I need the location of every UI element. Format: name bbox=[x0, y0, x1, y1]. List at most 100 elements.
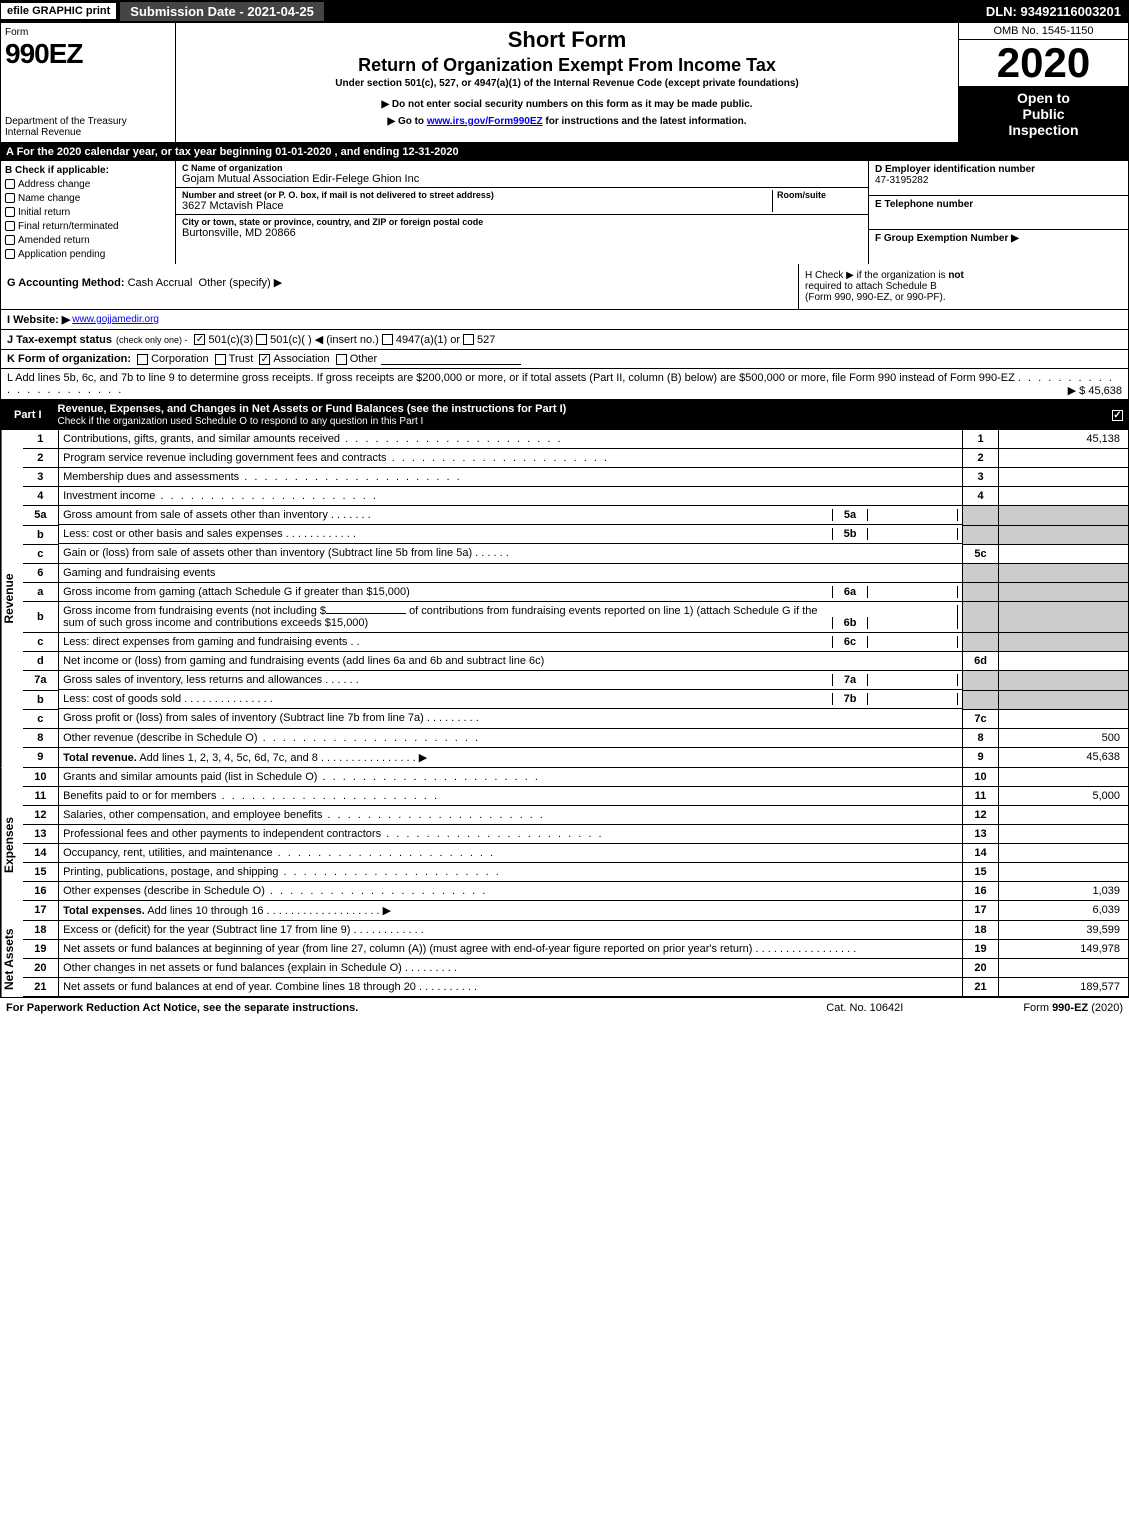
chk-501c[interactable] bbox=[256, 334, 267, 345]
line-7a: 7aGross sales of inventory, less returns… bbox=[23, 671, 1129, 691]
h-not: not bbox=[948, 270, 964, 281]
d-ein-label: D Employer identification number bbox=[875, 164, 1122, 175]
line-17: 17Total expenses. Add lines 10 through 1… bbox=[23, 900, 1129, 920]
chk-application-pending[interactable] bbox=[5, 249, 15, 259]
section-l: L Add lines 5b, 6c, and 7b to line 9 to … bbox=[0, 369, 1129, 400]
tax-year: 2020 bbox=[959, 40, 1128, 86]
section-g: G Accounting Method: Cash Accrual Other … bbox=[1, 264, 798, 309]
part1-label: Part I bbox=[6, 408, 50, 422]
netassets-section: Net Assets 18Excess or (deficit) for the… bbox=[0, 921, 1129, 997]
chk-final-return[interactable] bbox=[5, 221, 15, 231]
l-text: L Add lines 5b, 6c, and 7b to line 9 to … bbox=[7, 372, 1015, 384]
part1-header: Part I Revenue, Expenses, and Changes in… bbox=[0, 400, 1129, 430]
top-bar: efile GRAPHIC print Submission Date - 20… bbox=[0, 0, 1129, 22]
goto-suffix: for instructions and the latest informat… bbox=[543, 116, 747, 127]
line-21: 21Net assets or fund balances at end of … bbox=[23, 977, 1129, 996]
cat-number: Cat. No. 10642I bbox=[826, 1002, 903, 1014]
section-def: D Employer identification number 47-3195… bbox=[868, 161, 1128, 264]
h-text2: if the organization is bbox=[857, 270, 949, 281]
open-line2: Public bbox=[963, 106, 1124, 122]
website-link[interactable]: www.gojjamedir.org bbox=[72, 314, 159, 325]
chk-initial-return[interactable] bbox=[5, 207, 15, 217]
form-header: Form 990EZ Department of the Treasury In… bbox=[0, 22, 1129, 143]
c-addr-value: 3627 Mctavish Place bbox=[182, 200, 772, 212]
paperwork-notice: For Paperwork Reduction Act Notice, see … bbox=[6, 1002, 826, 1014]
line-6: 6Gaming and fundraising events bbox=[23, 563, 1129, 582]
line-1: 1Contributions, gifts, grants, and simil… bbox=[23, 430, 1129, 449]
section-h: H Check ▶ if the organization is not req… bbox=[798, 264, 1128, 309]
chk-trust[interactable] bbox=[215, 354, 226, 365]
chk-corporation[interactable] bbox=[137, 354, 148, 365]
chk-4947[interactable] bbox=[382, 334, 393, 345]
section-k: K Form of organization: Corporation Trus… bbox=[0, 350, 1129, 369]
h-text3: required to attach Schedule B bbox=[805, 281, 937, 292]
g-accrual: Accrual bbox=[156, 277, 193, 289]
form-footer-id: Form 990-EZ (2020) bbox=[1023, 1002, 1123, 1014]
line-2: 2Program service revenue including gover… bbox=[23, 449, 1129, 468]
side-expenses: Expenses bbox=[1, 768, 23, 921]
section-a-tax-year: A For the 2020 calendar year, or tax yea… bbox=[0, 143, 1129, 161]
j-label: J Tax-exempt status bbox=[7, 334, 112, 346]
line-3: 3Membership dues and assessments3 bbox=[23, 468, 1129, 487]
goto-prefix: ▶ Go to bbox=[387, 116, 426, 127]
line-14: 14Occupancy, rent, utilities, and mainte… bbox=[23, 843, 1129, 862]
line-12: 12Salaries, other compensation, and empl… bbox=[23, 805, 1129, 824]
i-label: I Website: ▶ bbox=[7, 313, 70, 326]
line-9: 9Total revenue. Total revenue. Add lines… bbox=[23, 747, 1129, 767]
part1-title: Revenue, Expenses, and Changes in Net As… bbox=[58, 403, 567, 427]
j-527: 527 bbox=[477, 334, 495, 346]
k-other: Other bbox=[350, 353, 378, 365]
section-j: J Tax-exempt status (check only one) - 5… bbox=[0, 330, 1129, 350]
line-18: 18Excess or (deficit) for the year (Subt… bbox=[23, 921, 1129, 940]
title-main: Return of Organization Exempt From Incom… bbox=[182, 55, 952, 76]
j-4947: 4947(a)(1) or bbox=[396, 334, 460, 346]
c-city-label: City or town, state or province, country… bbox=[182, 217, 862, 227]
efile-print-label[interactable]: efile GRAPHIC print bbox=[0, 2, 117, 20]
expenses-section: Expenses 10Grants and similar amounts pa… bbox=[0, 768, 1129, 921]
dept-treasury: Department of the Treasury bbox=[5, 116, 171, 127]
row-g-h: G Accounting Method: Cash Accrual Other … bbox=[0, 264, 1129, 310]
irs-link[interactable]: www.irs.gov/Form990EZ bbox=[427, 116, 543, 127]
line-8: 8Other revenue (describe in Schedule O)8… bbox=[23, 728, 1129, 747]
opt-initial-return: Initial return bbox=[18, 207, 70, 218]
open-to-public: Open to Public Inspection bbox=[959, 86, 1128, 142]
header-left: Form 990EZ Department of the Treasury In… bbox=[1, 23, 176, 142]
dln-label: DLN: 93492116003201 bbox=[978, 2, 1129, 21]
c-name-label: C Name of organization bbox=[182, 163, 862, 173]
line-16: 16Other expenses (describe in Schedule O… bbox=[23, 881, 1129, 900]
side-netassets: Net Assets bbox=[1, 921, 23, 997]
d-ein-value: 47-3195282 bbox=[875, 175, 1122, 186]
goto-link-line: ▶ Go to www.irs.gov/Form990EZ for instru… bbox=[182, 116, 952, 127]
chk-association[interactable] bbox=[259, 354, 270, 365]
dept-irs: Internal Revenue bbox=[5, 127, 171, 138]
line-6c: cLess: direct expenses from gaming and f… bbox=[23, 633, 1129, 652]
k-corp: Corporation bbox=[151, 353, 208, 365]
omb-number: OMB No. 1545-1150 bbox=[959, 23, 1128, 40]
part1-subtitle: Check if the organization used Schedule … bbox=[58, 416, 424, 427]
j-501c3: 501(c)(3) bbox=[208, 334, 253, 346]
line-7c: cGross profit or (loss) from sales of in… bbox=[23, 709, 1129, 728]
chk-address-change[interactable] bbox=[5, 179, 15, 189]
line-6d: dNet income or (loss) from gaming and fu… bbox=[23, 652, 1129, 671]
chk-name-change[interactable] bbox=[5, 193, 15, 203]
section-c: C Name of organization Gojam Mutual Asso… bbox=[176, 161, 868, 264]
j-501c: 501(c)( ) ◀ (insert no.) bbox=[270, 333, 379, 346]
line-4: 4Investment income4 bbox=[23, 487, 1129, 506]
k-other-blank[interactable] bbox=[381, 353, 521, 365]
info-grid: B Check if applicable: Address change Na… bbox=[0, 161, 1129, 264]
chk-part1-scheduleo[interactable] bbox=[1112, 410, 1123, 421]
chk-501c3[interactable] bbox=[194, 334, 205, 345]
c-name-value: Gojam Mutual Association Edir-Felege Ghi… bbox=[182, 173, 862, 185]
c-room-label: Room/suite bbox=[777, 190, 862, 200]
chk-527[interactable] bbox=[463, 334, 474, 345]
line-7b: bLess: cost of goods sold . . . . . . . … bbox=[23, 690, 1129, 709]
opt-name-change: Name change bbox=[18, 193, 80, 204]
header-center: Short Form Return of Organization Exempt… bbox=[176, 23, 958, 142]
form-word: Form bbox=[5, 27, 171, 38]
h-text4: (Form 990, 990-EZ, or 990-PF). bbox=[805, 292, 946, 303]
line-10: 10Grants and similar amounts paid (list … bbox=[23, 768, 1129, 787]
section-b-title: B Check if applicable: bbox=[5, 165, 171, 176]
ssn-notice: ▶ Do not enter social security numbers o… bbox=[182, 99, 952, 110]
chk-other-org[interactable] bbox=[336, 354, 347, 365]
chk-amended-return[interactable] bbox=[5, 235, 15, 245]
